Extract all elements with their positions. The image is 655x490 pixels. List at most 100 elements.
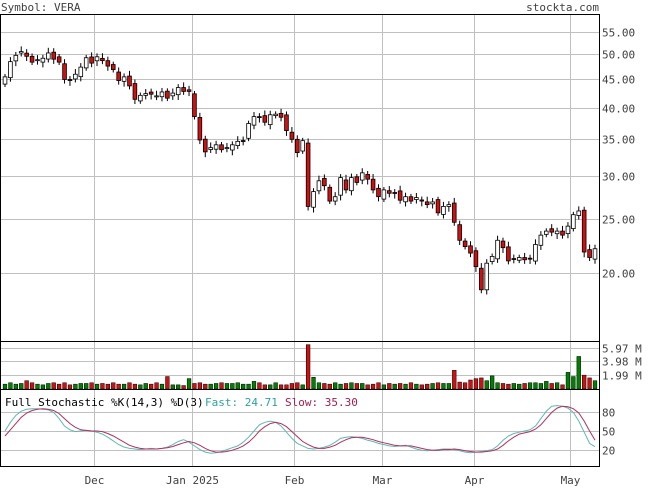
stochastic-tick-label: 80 bbox=[602, 407, 615, 420]
symbol-label: Symbol: VERA bbox=[1, 1, 81, 14]
price-tick-label: 20.00 bbox=[602, 268, 635, 281]
candle-body bbox=[506, 246, 511, 262]
candle-body bbox=[587, 249, 592, 258]
volume-bar bbox=[51, 382, 56, 390]
candle-body bbox=[554, 230, 560, 235]
volume-bar bbox=[554, 382, 560, 390]
volume-bar bbox=[154, 382, 159, 390]
volume-bar bbox=[67, 384, 73, 390]
month-tick-label: Mar bbox=[373, 474, 393, 486]
stochastic-fast-label: Fast: 24.71 bbox=[205, 396, 278, 409]
volume-bar bbox=[62, 382, 67, 390]
volume-bar bbox=[40, 384, 46, 390]
stochastic-tick-label: 50 bbox=[602, 426, 615, 439]
candle-body bbox=[462, 240, 468, 248]
candle-body bbox=[495, 239, 500, 260]
candle-body bbox=[278, 112, 284, 118]
candle-body bbox=[197, 117, 203, 141]
candle-body bbox=[365, 174, 370, 180]
volume-bar bbox=[457, 381, 462, 390]
candle-body bbox=[127, 75, 132, 87]
candle-body bbox=[322, 178, 327, 187]
candle-body bbox=[424, 201, 430, 206]
volume-bar bbox=[430, 383, 435, 390]
price-tick-label: 25.00 bbox=[602, 214, 635, 227]
volume-bar bbox=[571, 376, 576, 390]
volume-bar bbox=[170, 384, 175, 390]
stochastic-fast-line bbox=[4, 405, 596, 454]
stochastic-slow-label: Slow: 35.30 bbox=[285, 396, 358, 409]
volume-bar bbox=[479, 377, 484, 390]
candle-body bbox=[387, 190, 392, 194]
candle-body bbox=[370, 178, 376, 191]
volume-bar bbox=[24, 380, 29, 390]
volume-bar bbox=[268, 384, 273, 390]
volume-bar bbox=[316, 382, 322, 390]
candle-body bbox=[51, 51, 56, 60]
volume-bar bbox=[73, 383, 78, 390]
volume-bar bbox=[186, 378, 192, 390]
candle-body bbox=[143, 93, 149, 96]
month-tick-label: Jan 2025 bbox=[166, 474, 219, 486]
volume-bar bbox=[381, 384, 387, 390]
volume-bar bbox=[549, 383, 554, 390]
candle-body bbox=[527, 257, 533, 260]
candle-body bbox=[219, 144, 224, 151]
volume-bar bbox=[235, 382, 240, 390]
candle-body bbox=[441, 206, 446, 215]
volume-bar bbox=[425, 383, 430, 390]
candle-body bbox=[2, 76, 8, 85]
volume-bar bbox=[219, 382, 224, 390]
candle-body bbox=[224, 147, 230, 150]
volume-bar bbox=[408, 382, 414, 390]
volume-bar bbox=[333, 382, 338, 390]
candle-body bbox=[273, 113, 278, 116]
volume-bar bbox=[84, 383, 89, 390]
candle-body bbox=[544, 230, 549, 235]
volume-bar bbox=[176, 384, 181, 390]
price-tick-label: 40.00 bbox=[602, 103, 635, 116]
volume-bar bbox=[533, 382, 538, 390]
candle-body bbox=[576, 210, 582, 216]
volume-bar bbox=[203, 383, 208, 390]
volume-bar bbox=[576, 356, 581, 390]
volume-bar bbox=[165, 376, 170, 390]
candle-body bbox=[522, 257, 527, 261]
candle-body bbox=[565, 225, 571, 234]
volume-bar bbox=[181, 385, 186, 390]
site-label: stockta.com bbox=[526, 1, 599, 14]
candle-body bbox=[289, 131, 295, 140]
volume-bar bbox=[441, 383, 446, 390]
volume-tick-label: 3.98 M bbox=[602, 356, 642, 369]
candle-body bbox=[170, 92, 176, 97]
candle-body bbox=[332, 196, 338, 202]
volume-bar bbox=[500, 383, 506, 390]
month-tick-label: Apr bbox=[465, 474, 485, 486]
volume-bar bbox=[544, 381, 549, 390]
candle-body bbox=[230, 144, 235, 151]
candle-body bbox=[8, 61, 13, 79]
candle-body bbox=[56, 56, 62, 63]
volume-bar bbox=[127, 382, 132, 390]
volume-bar bbox=[138, 384, 143, 390]
volume-bar bbox=[208, 383, 213, 390]
price-tick-label: 35.00 bbox=[602, 134, 635, 147]
volume-tick-label: 5.97 M bbox=[602, 343, 642, 356]
candle-body bbox=[246, 123, 251, 139]
axis-labels: 55.00 50.00 45.00 40.00 35.00 30.00 25.00 20.00… bbox=[85, 27, 643, 488]
candle-body bbox=[451, 202, 457, 223]
volume-bar bbox=[387, 383, 392, 390]
candle-body bbox=[581, 209, 587, 253]
volume-bar bbox=[360, 383, 365, 390]
volume-bar bbox=[143, 383, 148, 390]
volume-bar bbox=[582, 374, 587, 390]
candle-body bbox=[349, 177, 354, 192]
price-tick-label: 55.00 bbox=[602, 27, 635, 40]
volume-tick-label: 1.99 M bbox=[602, 370, 642, 383]
candle-body bbox=[116, 71, 121, 81]
stochastic-lines bbox=[4, 405, 596, 454]
volume-bar bbox=[343, 383, 349, 390]
volume-bar bbox=[57, 383, 62, 390]
volume-bar bbox=[251, 381, 257, 390]
